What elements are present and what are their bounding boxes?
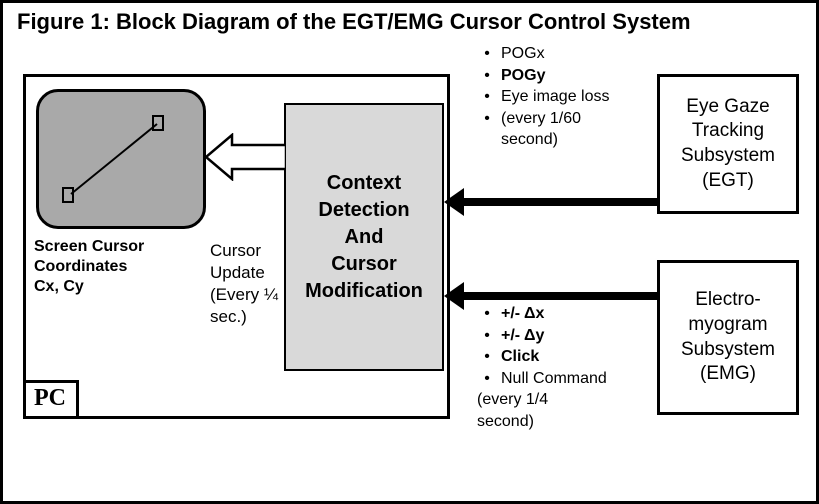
context-detection-block: Context Detection And Cursor Modificatio… bbox=[284, 103, 444, 371]
egt-l2: Tracking bbox=[692, 120, 764, 141]
pc-label-box: PC bbox=[23, 380, 79, 419]
context-l4: Cursor bbox=[331, 253, 397, 275]
context-l3: And bbox=[345, 226, 384, 248]
screen-caption-l3: Cx, Cy bbox=[34, 278, 84, 295]
egt-box-text: Eye Gaze Tracking Subsystem (EGT) bbox=[681, 95, 775, 194]
hollow-arrow-icon bbox=[206, 133, 286, 181]
egt-l3: Subsystem bbox=[681, 145, 775, 166]
emg-l3: Subsystem bbox=[681, 339, 775, 360]
egt-l4: (EGT) bbox=[702, 170, 754, 191]
emg-footer: (every 1/4 second) bbox=[473, 389, 653, 432]
screen-cursor-svg bbox=[39, 92, 209, 232]
context-l1: Context bbox=[327, 172, 401, 194]
cursor-update-text: Cursor Update (Every ¼ sec.) bbox=[210, 240, 290, 328]
context-text: Context Detection And Cursor Modificatio… bbox=[305, 170, 423, 305]
emg-bullet-list: +/- Δx +/- Δy Click Null Command (every … bbox=[473, 303, 653, 433]
screen-caption-l2: Coordinates bbox=[34, 258, 127, 275]
egt-bullet-1: POGy bbox=[473, 65, 653, 87]
emg-bullet-2: Click bbox=[473, 346, 653, 368]
monitor-screen bbox=[36, 89, 206, 229]
egt-bullet-list: POGx POGy Eye image loss (every 1/60 sec… bbox=[473, 43, 653, 151]
arrow-egt-to-context bbox=[462, 198, 658, 206]
emg-l2: myogram bbox=[688, 314, 767, 335]
arrow-emg-to-context bbox=[462, 292, 658, 300]
egt-bullet-3: (every 1/60 second) bbox=[473, 108, 653, 151]
egt-l1: Eye Gaze bbox=[686, 96, 769, 117]
emg-l1: Electro- bbox=[695, 289, 760, 310]
emg-bullet-3: Null Command bbox=[473, 368, 653, 390]
emg-bullet-1: +/- Δy bbox=[473, 325, 653, 347]
context-l2: Detection bbox=[318, 199, 409, 221]
egt-bullet-0: POGx bbox=[473, 43, 653, 65]
pc-label: PC bbox=[34, 385, 66, 411]
figure-title: Figure 1: Block Diagram of the EGT/EMG C… bbox=[17, 9, 691, 35]
egt-bullet-2: Eye image loss bbox=[473, 86, 653, 108]
emg-box-text: Electro- myogram Subsystem (EMG) bbox=[681, 288, 775, 387]
emg-l4: (EMG) bbox=[700, 363, 756, 384]
context-l5: Modification bbox=[305, 280, 423, 302]
emg-bullet-0: +/- Δx bbox=[473, 303, 653, 325]
screen-caption-l1: Screen Cursor bbox=[34, 238, 144, 255]
emg-subsystem-box: Electro- myogram Subsystem (EMG) bbox=[657, 260, 799, 415]
screen-caption: Screen Cursor Coordinates Cx, Cy bbox=[34, 237, 204, 297]
egt-subsystem-box: Eye Gaze Tracking Subsystem (EGT) bbox=[657, 74, 799, 214]
